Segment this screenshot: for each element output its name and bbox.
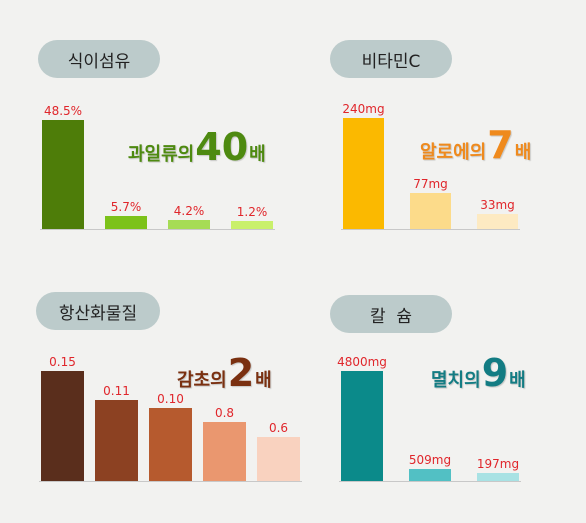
chart-bar: [257, 437, 300, 481]
chart-title-pill: 비타민C: [330, 40, 452, 78]
chart-bar: [203, 422, 246, 481]
chart-baseline: [40, 229, 275, 230]
chart-baseline: [339, 481, 521, 482]
callout-prefix: 감초의: [177, 370, 227, 391]
chart-bar: [477, 473, 519, 481]
chart-baseline: [39, 481, 302, 482]
callout-suffix: 배: [509, 370, 526, 391]
data-label: 77mg: [413, 177, 448, 192]
data-label: 48.5%: [43, 104, 83, 118]
chart-bar: [41, 371, 84, 481]
callout-number: 40: [195, 125, 249, 169]
chart-title-pill: 항산화물질: [36, 292, 160, 330]
data-label: 0.10: [157, 391, 184, 406]
data-label: 33mg: [480, 197, 515, 212]
callout-prefix: 과일류의: [128, 144, 195, 165]
data-label: 0.15: [49, 355, 76, 369]
chart-bar: [95, 400, 138, 481]
chart-baseline: [341, 229, 520, 230]
chart-bar: [409, 469, 451, 481]
callout-number: 9: [481, 351, 509, 395]
chart-bar: [477, 213, 518, 229]
comparison-callout: 알로에의 7 배: [420, 126, 531, 164]
data-label: 509mg: [408, 453, 452, 468]
data-label: 0.8: [214, 406, 235, 421]
callout-number: 7: [487, 123, 514, 167]
callout-prefix: 알로에의: [420, 142, 487, 163]
callout-suffix: 배: [255, 370, 272, 391]
data-label: 4.2%: [173, 203, 205, 218]
data-label: 0.11: [103, 384, 130, 399]
callout-number: 2: [227, 351, 255, 395]
chart-bar: [410, 193, 451, 229]
callout-prefix: 멸치의: [431, 370, 481, 391]
data-label: 240mg: [342, 102, 385, 116]
chart-bar: [42, 120, 84, 229]
data-label: 4800mg: [337, 355, 387, 369]
comparison-callout: 과일류의 40 배: [128, 128, 266, 166]
data-label: 197mg: [476, 457, 520, 471]
chart-bar: [341, 371, 383, 481]
chart-title-pill: 식이섬유: [38, 40, 160, 78]
chart-bar: [343, 118, 384, 229]
comparison-callout: 감초의 2 배: [177, 354, 272, 392]
callout-suffix: 배: [249, 144, 266, 165]
chart-title-pill: 칼 슘: [330, 295, 452, 333]
chart-bar: [105, 216, 147, 229]
callout-suffix: 배: [514, 142, 532, 163]
data-label: 1.2%: [236, 205, 268, 219]
comparison-callout: 멸치의 9 배: [431, 354, 526, 392]
data-label: 0.6: [268, 421, 289, 435]
data-label: 5.7%: [110, 200, 142, 215]
chart-bar: [168, 219, 210, 229]
chart-bar: [231, 221, 273, 229]
chart-bar: [149, 407, 192, 481]
